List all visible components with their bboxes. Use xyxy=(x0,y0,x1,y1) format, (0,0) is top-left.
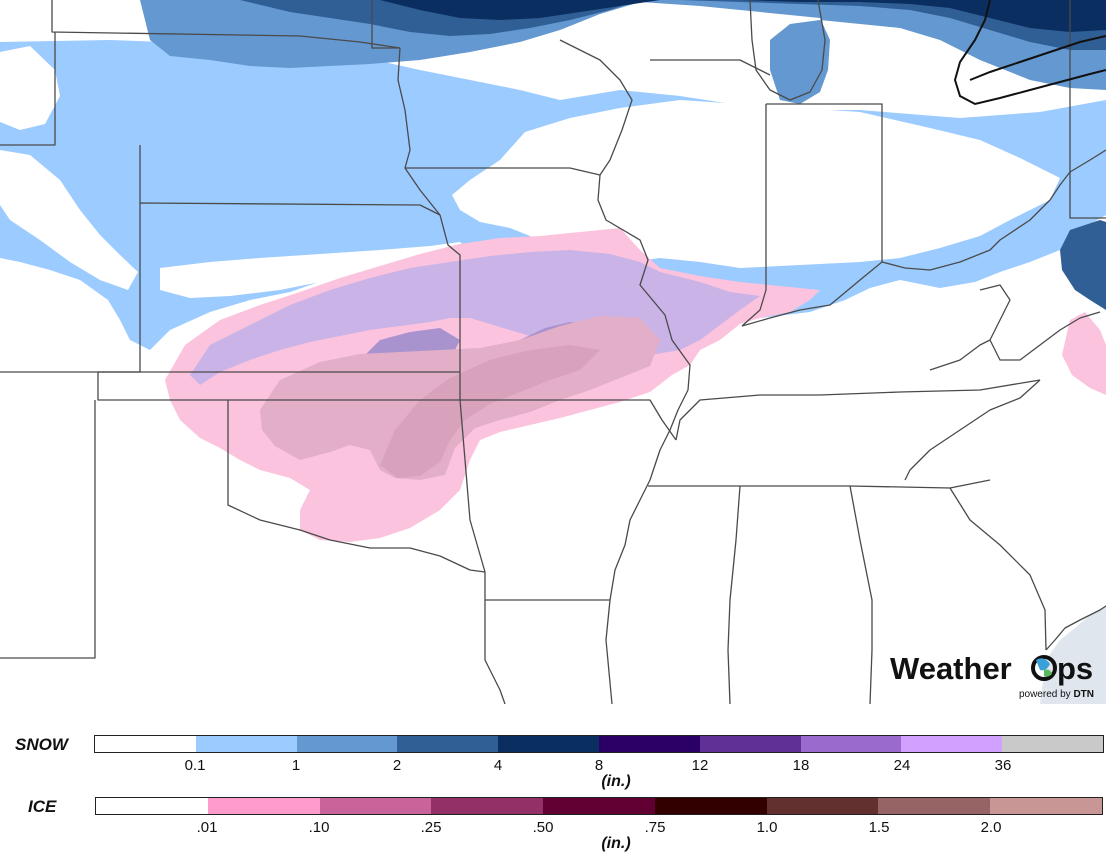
ice-legend-label: ICE xyxy=(28,797,57,816)
snow-gap-midwest xyxy=(452,100,1060,268)
ice-scale-segment xyxy=(96,798,208,814)
ice-moderate-core xyxy=(380,345,600,478)
snow-gap-plains xyxy=(160,242,470,298)
logo-wordmark: Weather xyxy=(890,651,1012,686)
snow-scale-segment xyxy=(901,736,1003,752)
snow-color-scale xyxy=(94,735,1104,753)
snow-scale-segment xyxy=(95,736,196,752)
globe-o-icon xyxy=(1031,655,1057,681)
snow-tick-label: 24 xyxy=(893,757,911,774)
snow-legend-label: SNOW xyxy=(15,735,68,754)
logo-tagline-prefix: powered by xyxy=(1019,689,1073,700)
ice-tick-label: .50 xyxy=(532,819,554,836)
ice-scale-segment xyxy=(431,798,544,814)
snow-tick-label: 12 xyxy=(691,757,709,774)
ice-tick-label: .10 xyxy=(308,819,330,836)
snow-tick-label: 4 xyxy=(493,757,503,774)
snow-tick-label: 8 xyxy=(594,757,604,774)
border-pennsylvania xyxy=(1069,0,1106,219)
border-oklahoma-texas xyxy=(227,400,486,573)
ice-tick-label: .25 xyxy=(420,819,442,836)
ice-tick-label: 1.0 xyxy=(756,819,778,836)
border-montana-dakota xyxy=(0,32,56,146)
ice-mixed-swath xyxy=(190,250,760,385)
ice-tick-label: 2.0 xyxy=(980,819,1002,836)
border-coast xyxy=(1045,605,1106,651)
snow-scale-segment xyxy=(296,736,398,752)
snow-tick-label: 0.1 xyxy=(184,757,206,774)
snow-scale-segment xyxy=(800,736,902,752)
border-kentucky-west-virginia xyxy=(929,339,991,371)
snow-boundary-contour xyxy=(953,0,1106,106)
border-georgia-carolina xyxy=(949,487,1047,651)
ice-unit-label: (in.) xyxy=(601,835,631,852)
ice-scale-segment xyxy=(319,798,432,814)
border-mississippi-alabama xyxy=(727,485,741,704)
snow-scale-segment xyxy=(498,736,599,752)
snow-very-heavy-band xyxy=(380,0,1106,32)
border-virginia xyxy=(904,379,1041,481)
ice-scale-segment xyxy=(990,798,1103,814)
snow-tick-label: 18 xyxy=(792,757,810,774)
atlantic-ocean xyxy=(1040,605,1106,704)
logo-tagline-brand: DTN xyxy=(1073,689,1094,700)
snow-scale-segment xyxy=(397,736,499,752)
weatherops-logo: Weather ps powered by DTN xyxy=(890,651,1094,700)
snow-gap-northwest xyxy=(0,46,60,130)
border-new-mexico xyxy=(0,400,96,659)
border-ohio-river xyxy=(741,199,1051,327)
logo-wordmark-suffix: ps xyxy=(1057,651,1093,686)
ice-scale-segment xyxy=(766,798,879,814)
border-minnesota-west xyxy=(397,47,441,216)
snow-unit-label: (in.) xyxy=(601,773,631,790)
snow-scale-segment xyxy=(598,736,700,752)
border-michigan xyxy=(749,0,826,101)
border-arkansas xyxy=(459,399,610,601)
ice-tick-label: .75 xyxy=(644,819,666,836)
border-west-virginia xyxy=(979,284,1101,361)
ice-east-patch xyxy=(1062,312,1106,395)
snow-tick-label: 36 xyxy=(994,757,1012,774)
border-kentucky-tennessee xyxy=(675,379,1041,441)
snow-scale-segment xyxy=(195,736,297,752)
ice-scale-segment xyxy=(207,798,320,814)
state-borders xyxy=(0,0,1106,704)
ice-field xyxy=(165,228,1106,542)
ice-tick-label: .01 xyxy=(196,819,218,836)
precipitation-map: Weather ps powered by DTN xyxy=(0,0,1106,704)
border-illinois-indiana xyxy=(650,59,771,327)
ice-scale-segment xyxy=(878,798,991,814)
snow-scale-segment xyxy=(699,736,801,752)
border-alabama-georgia xyxy=(849,485,873,704)
ice-tick-label: 1.5 xyxy=(868,819,890,836)
ice-scale-segment xyxy=(543,798,655,814)
border-colorado xyxy=(97,372,228,401)
legend: SNOW 0.1 1 2 4 8 12 18 24 36 (in.) ICE .01.10.25… xyxy=(0,704,1106,867)
ice-color-scale xyxy=(95,797,1103,815)
logo-wordmark-prefix: Weather xyxy=(890,651,1012,686)
border-louisiana xyxy=(484,600,506,704)
snow-field xyxy=(0,0,1106,350)
snow-tick-label: 1 xyxy=(291,757,301,774)
border-mississippi-river xyxy=(597,174,691,704)
border-minnesota-wisconsin xyxy=(371,0,633,176)
border-indiana-ohio xyxy=(766,103,883,262)
snow-east-band xyxy=(1060,220,1106,310)
border-north-dakota-south-dakota xyxy=(51,0,401,49)
border-minnesota-iowa xyxy=(405,167,601,176)
ice-scale-segment xyxy=(654,798,767,814)
snow-tick-label: 2 xyxy=(392,757,402,774)
snow-scale-segment xyxy=(1002,736,1103,752)
logo-tagline: powered by DTN xyxy=(1019,689,1094,700)
snow-gap-dakota xyxy=(0,150,138,290)
